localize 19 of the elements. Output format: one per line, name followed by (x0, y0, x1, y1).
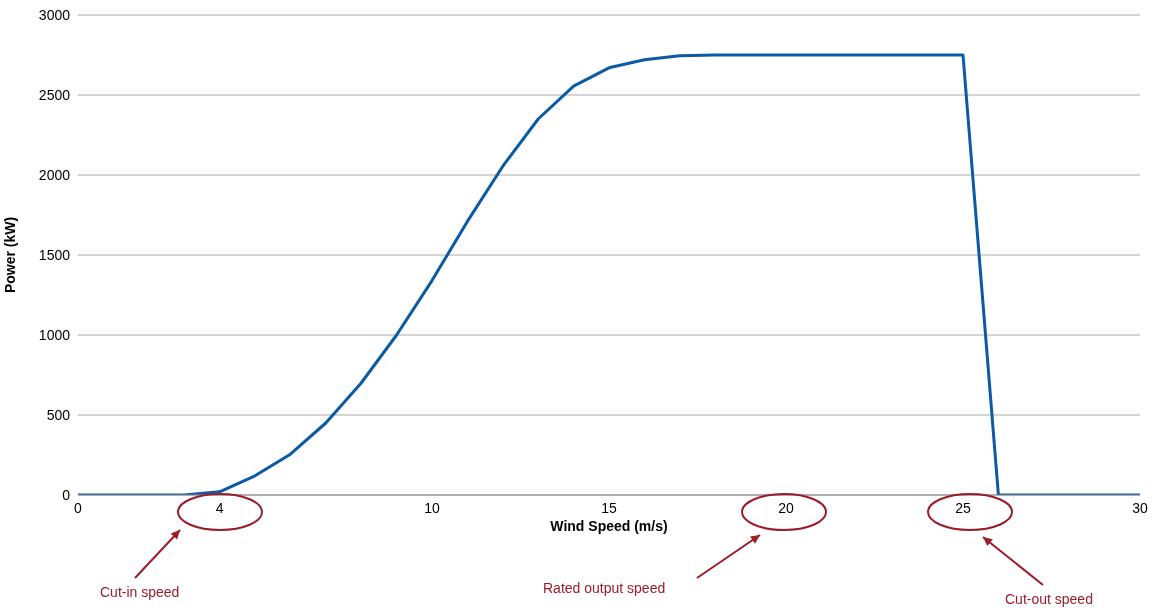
x-tick-label: 20 (778, 499, 794, 516)
x-tick-label: 4 (215, 499, 224, 516)
x-tick-label: 30 (1132, 499, 1148, 516)
y-axis-title: Power (kW) (1, 216, 18, 294)
y-tick-label: 3000 (38, 6, 71, 23)
text: Rated output speed (543, 580, 666, 596)
y-tick-label: 1000 (38, 326, 71, 343)
x-tick-label: 25 (955, 499, 971, 516)
y-tick-label: 2500 (38, 86, 71, 103)
x-axis-title: Wind Speed (m/s) (550, 518, 668, 534)
x-tick-label: 0 (74, 499, 83, 516)
x-tick-label: 15 (601, 499, 617, 516)
y-tick-label: 1500 (38, 246, 71, 263)
text: Cut-in speed (100, 584, 180, 600)
x-tick-label: 10 (424, 499, 440, 516)
y-tick-label: 500 (46, 406, 71, 423)
text: Cut-out speed (1005, 591, 1093, 607)
y-tick-label: 0 (62, 486, 71, 503)
y-tick-label: 2000 (38, 166, 71, 183)
